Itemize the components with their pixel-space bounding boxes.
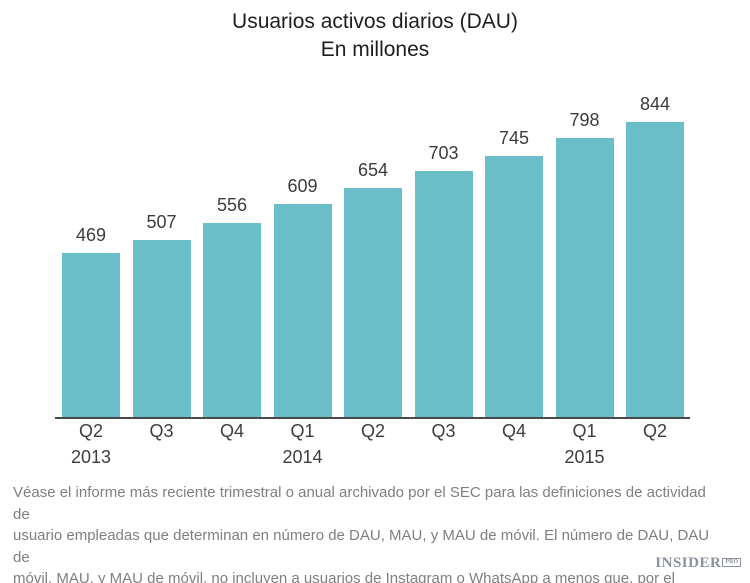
quarter-label: Q2 [78,421,103,441]
bar-value-label: 654 [357,160,389,181]
chart-title: Usuarios activos diarios (DAU) En millon… [0,8,750,64]
year-label: 2015 [564,447,605,467]
quarter-label: Q2 [642,421,667,441]
x-axis-quarter-labels: Q2 Q3 Q4 Q1 Q2 Q3 Q4 Q1 Q2 [62,421,684,442]
year-label: 2014 [282,447,323,467]
bar-slot: 745 [485,128,543,417]
bar-slot: 469 [62,225,120,417]
logo-brand-text: INSIDER [655,555,722,571]
year-label [133,447,191,468]
quarter-label: Q3 [431,421,456,441]
logo-pro-badge: PRO [722,558,741,567]
bar-value-label: 745 [498,128,530,149]
chart-subtitle: En millones [320,38,430,61]
quarter-label: Q1 [290,421,315,441]
year-label [415,447,473,468]
bar [485,156,543,417]
bar-slot: 654 [344,160,402,417]
year-label [203,447,261,468]
bar [203,222,261,417]
bar-slot: 798 [555,109,614,417]
bar-value-label: 609 [287,176,318,197]
quarter-label: Q1 [572,421,597,441]
x-axis-year-labels: 2013 2014 2015 [62,447,684,468]
bar-slot: 556 [203,195,261,417]
bar-value-label: 844 [639,93,671,114]
bar-value-label: 556 [216,194,248,215]
insider-pro-logo: INSIDER PRO [655,556,741,571]
bar [414,171,473,417]
footnote-line: Véase el informe más reciente trimestral… [13,484,706,523]
quarter-label: Q2 [360,421,385,441]
bar-value-label: 798 [569,109,600,130]
bar-slot: 507 [132,211,191,417]
year-label [626,447,684,468]
bar-value-label: 507 [146,211,177,232]
bar [344,188,402,417]
bar [555,137,614,417]
chart-title-line1: Usuarios activos diarios (DAU) [232,10,518,33]
bar [273,204,332,417]
footnote-line: usuario empleadas que determinan en núme… [13,527,710,566]
bar [132,239,191,417]
year-label: 2013 [70,447,112,467]
bar-slot: 703 [414,143,473,417]
x-axis-line [55,417,690,419]
bar-slot: 844 [626,94,684,417]
quarter-label: Q4 [219,421,244,441]
quarter-label: Q3 [149,421,174,441]
footnote-line: móvil, MAU, y MAU de móvil, no incluyen … [13,570,675,583]
year-label [344,447,402,468]
bar [626,121,684,417]
bar-value-label: 469 [75,225,107,245]
year-label [485,447,543,468]
bar-plot-area: 469 507 556 609 654 703 745 798 844 [62,94,684,417]
bar-value-label: 703 [428,143,459,164]
footnote: Véase el informe más reciente trimestral… [13,482,723,583]
bar [62,253,120,417]
bar-slot: 609 [273,176,332,417]
quarter-label: Q4 [501,421,526,441]
